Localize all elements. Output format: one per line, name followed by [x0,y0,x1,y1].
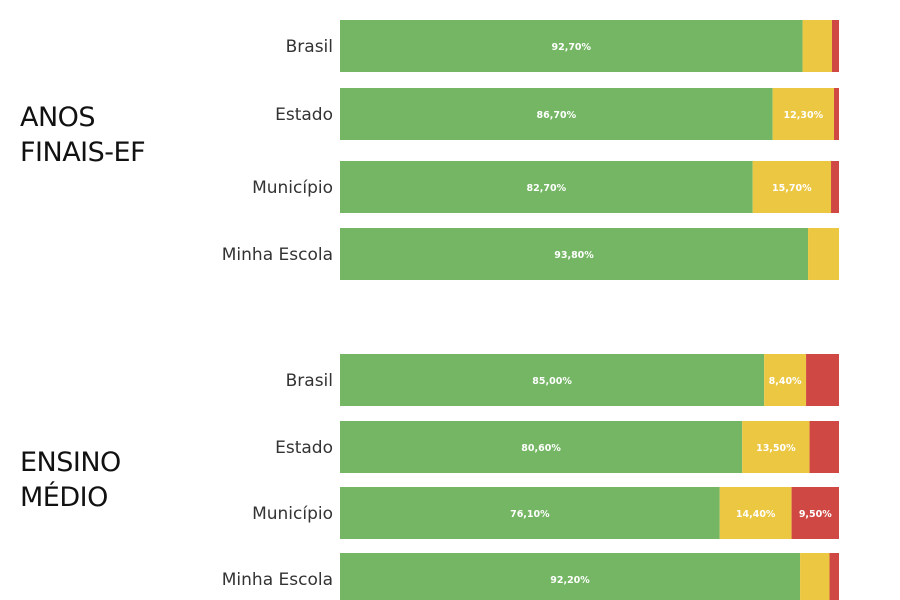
data-label: 93,80% [554,250,594,261]
data-label: 14,40% [736,509,776,520]
bar-segment [802,20,833,72]
category-label: Estado [275,105,333,125]
bar-segment [340,88,773,140]
bar-segment [340,487,720,539]
bar-segment [772,88,835,140]
group-title-line-2: FINAIS-EF [20,137,146,168]
bar-segment [752,161,832,213]
data-label: 85,00% [532,376,572,387]
bar-segment [340,228,809,280]
category-label: Minha Escola [222,570,333,590]
bar-segment [831,161,839,213]
bar-segment [834,88,839,140]
group-title-ensino-medio: ENSINO MÉDIO [20,445,121,515]
bar-segment [791,487,839,539]
bar-segment [719,487,792,539]
bar-segment [829,553,839,600]
data-label: 92,20% [550,575,590,586]
bar-segment [809,421,839,473]
bar-segment [340,354,765,406]
category-label: Estado [275,438,333,458]
data-label: 82,70% [527,183,567,194]
group-title-anos-finais-ef: ANOS FINAIS-EF [20,100,146,170]
data-label: 9,50% [799,509,832,520]
bar-segment [832,20,839,72]
data-label: 8,40% [769,376,802,387]
category-label: Brasil [286,371,333,391]
category-label: Município [252,178,333,198]
group-title-line-1: ANOS [20,102,96,133]
category-label: Minha Escola [222,245,333,265]
bar-segment [340,161,753,213]
data-label: 76,10% [510,509,550,520]
bar-segment [764,354,807,406]
data-label: 13,50% [756,443,796,454]
group-title-line-1: ENSINO [20,447,121,478]
bar-segment [800,553,830,600]
bar-segment [340,421,743,473]
data-label: 15,70% [772,183,812,194]
data-label: 80,60% [521,443,561,454]
group-title-line-2: MÉDIO [20,482,108,513]
data-label: 12,30% [784,110,824,121]
data-label: 92,70% [551,42,591,53]
bar-segment [806,354,839,406]
category-label: Município [252,504,333,524]
data-label: 86,70% [537,110,577,121]
bar-segment [340,20,803,72]
bar-segment [742,421,810,473]
bar-segment [808,228,839,280]
bar-segment [340,553,801,600]
category-label: Brasil [286,37,333,57]
